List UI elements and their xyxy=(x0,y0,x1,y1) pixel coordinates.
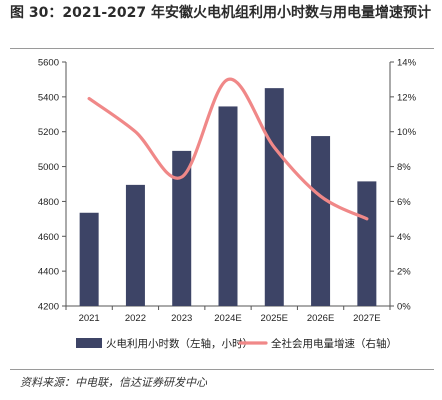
bar-2021 xyxy=(79,212,99,306)
source-divider xyxy=(10,369,434,370)
left-axis-tick-label: 4400 xyxy=(38,267,59,278)
title-divider xyxy=(10,48,434,49)
x-axis-tick-label: 2027E xyxy=(353,313,380,324)
combo-chart: 4200 4400 4600 4800 5000 5200 5400 5600 0% 2% 4% 6%… xyxy=(38,58,417,351)
right-axis-tick-label: 12% xyxy=(397,92,417,103)
right-axis-tick-label: 2% xyxy=(397,267,411,278)
chart-title: 图 30：2021-2027 年安徽火电机组利用小时数与用电量增速预计 xyxy=(10,5,431,21)
bar-series xyxy=(79,88,377,306)
bar-2027E xyxy=(357,181,377,306)
right-axis-tick-label: 4% xyxy=(397,232,411,243)
right-axis-tick-label: 0% xyxy=(397,302,411,313)
left-axis-tick-label: 5600 xyxy=(38,58,59,69)
left-axis-tick-label: 4200 xyxy=(38,302,59,313)
tick-labels: 4200 4400 4600 4800 5000 5200 5400 5600 0% 2% 4% 6%… xyxy=(38,58,417,325)
chart-legend: 火电利用小时数（左轴，小时） 全社会用电量增速（右轴） xyxy=(76,337,397,350)
bar-2024E xyxy=(218,106,238,306)
legend-bar-swatch xyxy=(76,338,102,348)
left-axis-tick-label: 5000 xyxy=(38,162,59,173)
x-axis-tick-label: 2022 xyxy=(125,313,146,324)
left-axis-tick-label: 5200 xyxy=(38,127,59,138)
right-axis-tick-label: 8% xyxy=(397,162,411,173)
x-axis-tick-label: 2021 xyxy=(79,313,100,324)
source-note: 资料来源：中电联，信达证券研发中心 xyxy=(20,376,207,389)
right-axis-tick-label: 10% xyxy=(397,127,417,138)
bar-2026E xyxy=(311,136,331,306)
x-axis-tick-label: 2024E xyxy=(214,313,241,324)
x-axis-tick-label: 2023 xyxy=(171,313,192,324)
growth-rate-line xyxy=(87,77,369,221)
legend-line-label: 全社会用电量增速（右轴） xyxy=(271,337,397,350)
line-series xyxy=(87,77,369,221)
bar-2023 xyxy=(172,150,192,306)
x-axis-tick-label: 2026E xyxy=(307,313,334,324)
bar-2025E xyxy=(264,88,284,306)
right-axis-tick-label: 14% xyxy=(397,58,417,69)
bar-2022 xyxy=(125,184,145,306)
left-axis-tick-label: 4800 xyxy=(38,197,59,208)
right-axis-tick-label: 6% xyxy=(397,197,411,208)
x-axis-tick-label: 2025E xyxy=(261,313,288,324)
legend-bar-label: 火电利用小时数（左轴，小时） xyxy=(106,337,253,350)
left-axis-tick-label: 5400 xyxy=(38,92,59,103)
left-axis-tick-label: 4600 xyxy=(38,232,59,243)
